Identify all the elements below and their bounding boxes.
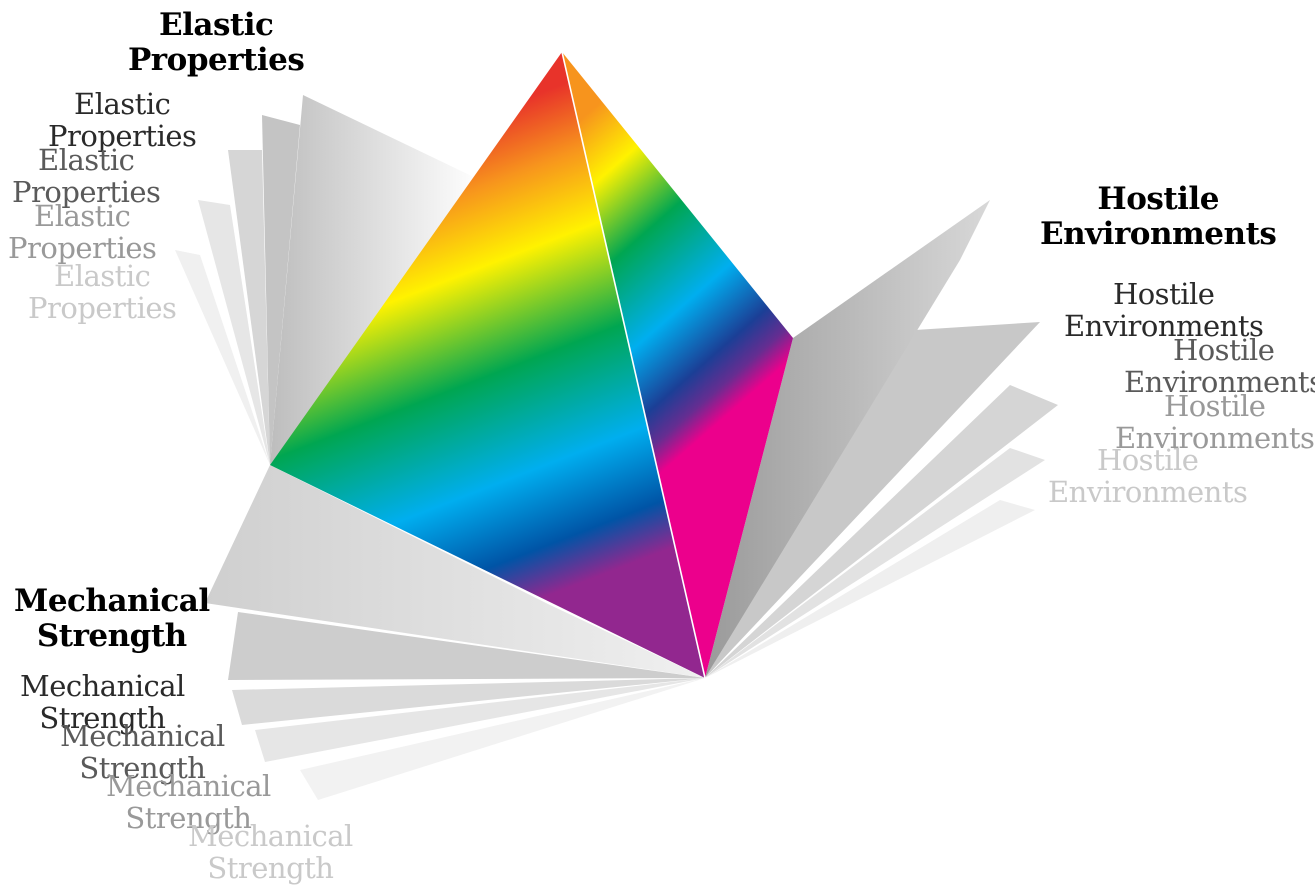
mechanical-label-echo-3: Mechanical Strength — [106, 769, 271, 836]
hostile-label-echo-3: Hostile Environments — [1115, 389, 1315, 456]
hostile-label-main: Hostile Environments — [1040, 181, 1277, 252]
elastic-label-echo-3: Elastic Properties — [8, 199, 157, 266]
mechanical-label-echo-4: Mechanical Strength — [188, 819, 353, 886]
hostile-fan — [705, 200, 1058, 678]
mechanical-label-echo-1: Mechanical Strength — [20, 669, 185, 736]
mechanical-fan — [205, 465, 705, 800]
tetra-edge — [561, 51, 706, 679]
elastic-fan — [175, 95, 480, 465]
elastic-label-echo-2: Elastic Properties — [12, 143, 161, 210]
tetra-left-face — [270, 52, 705, 678]
mechanical-label-main: Mechanical Strength — [14, 583, 210, 654]
elastic-label-echo-1: Elastic Properties — [48, 87, 197, 154]
tetra-right-face — [562, 52, 793, 678]
mechanical-label-echo-2: Mechanical Strength — [60, 719, 225, 786]
elastic-label-echo-4: Elastic Properties — [28, 259, 177, 326]
hostile-label-echo-2: Hostile Environments — [1124, 333, 1315, 400]
hostile-label-echo-4: Hostile Environments — [1048, 443, 1248, 510]
elastic-label-main: Elastic Properties — [128, 7, 305, 78]
hostile-label-echo-1: Hostile Environments — [1064, 277, 1264, 344]
